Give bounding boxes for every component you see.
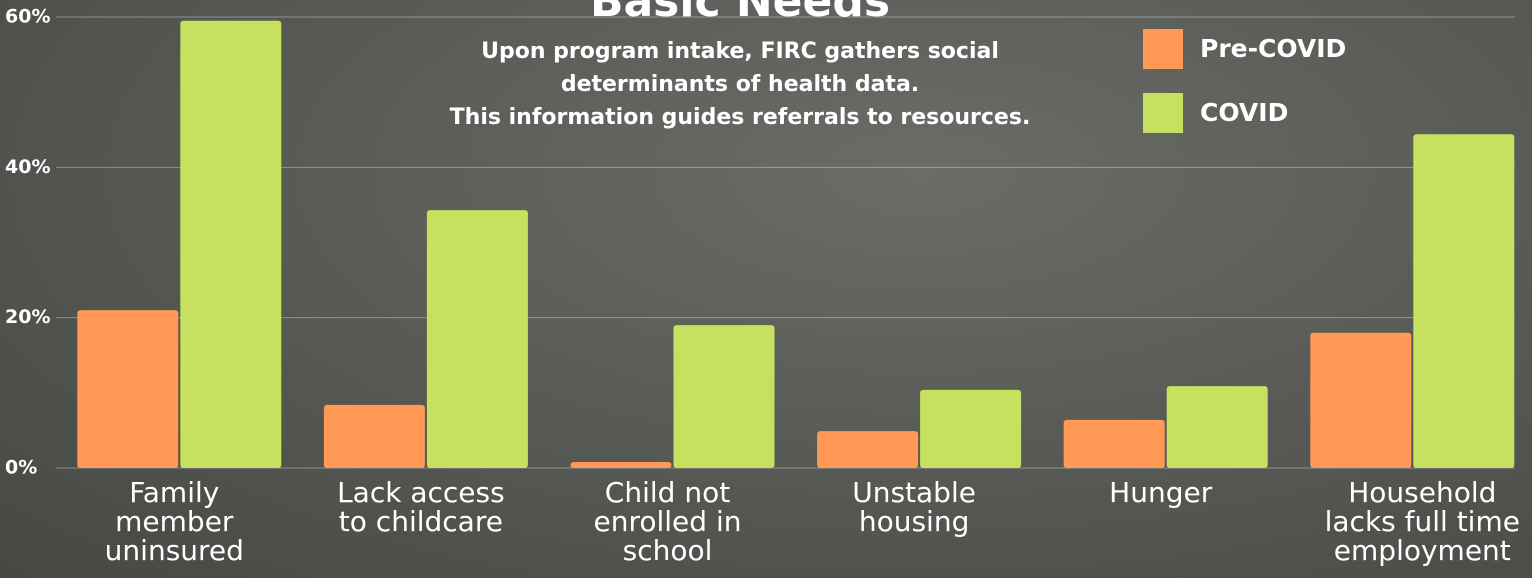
y-tick-label: 40% — [5, 156, 50, 178]
bar — [180, 21, 281, 468]
bar — [1167, 386, 1268, 468]
x-tick-label: Family member uninsured — [79, 478, 269, 565]
x-tick-label: Child not enrolled in school — [573, 478, 763, 565]
subtitle: This information guides referrals to res… — [450, 105, 1031, 130]
bar — [324, 405, 425, 468]
chart-title: Basic Needs — [590, 0, 890, 27]
bar — [817, 431, 918, 468]
x-tick-label: Unstable housing — [819, 478, 1009, 536]
legend-swatch — [1143, 29, 1183, 69]
subtitle: Upon program intake, FIRC gathers social — [481, 39, 999, 64]
y-tick-label: 0% — [5, 457, 37, 479]
x-tick-label: Hunger — [1066, 478, 1256, 507]
bar — [571, 462, 672, 468]
y-tick-label: 60% — [5, 6, 50, 28]
y-tick-label: 20% — [5, 306, 50, 328]
legend-label: Pre-COVID — [1200, 34, 1346, 63]
x-tick-label: Household lacks full time employment — [1312, 478, 1532, 565]
bar — [1310, 333, 1411, 468]
x-tick-label: Lack access to childcare — [326, 478, 516, 536]
bar — [77, 310, 178, 468]
bar — [1064, 420, 1165, 468]
subtitle: determinants of health data. — [561, 72, 919, 97]
bar — [1413, 134, 1514, 468]
legend-swatch — [1143, 93, 1183, 133]
legend-label: COVID — [1200, 98, 1288, 127]
bar — [920, 390, 1021, 468]
bar — [674, 325, 775, 468]
chart-background: Basic Needs Upon program intake, FIRC ga… — [0, 0, 1532, 578]
bar — [427, 210, 528, 468]
